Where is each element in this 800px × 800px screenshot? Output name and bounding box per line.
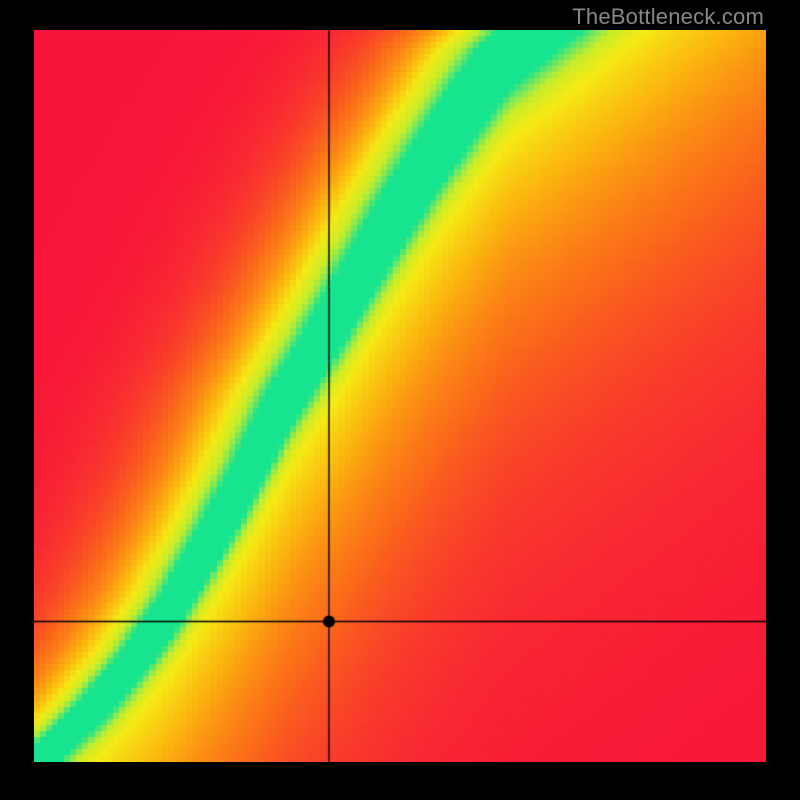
chart-container: TheBottleneck.com: [0, 0, 800, 800]
watermark-text: TheBottleneck.com: [572, 4, 764, 30]
heatmap-canvas: [34, 30, 766, 762]
plot-area: [34, 30, 766, 762]
